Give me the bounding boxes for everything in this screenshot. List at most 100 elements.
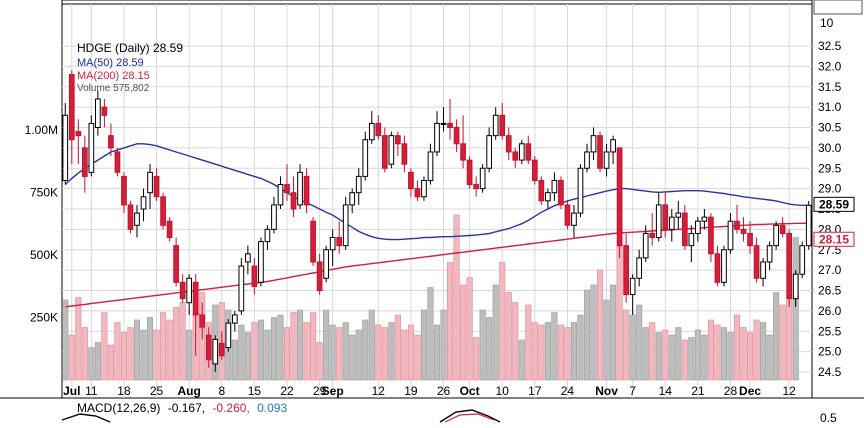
candle-body — [277, 184, 284, 206]
candle — [623, 233, 629, 303]
x-tick-label: Sep — [322, 384, 344, 398]
candle — [681, 204, 688, 250]
candle — [616, 147, 623, 258]
volume-bar — [166, 319, 173, 381]
candle-body — [127, 204, 134, 230]
candle — [518, 139, 525, 165]
candle — [466, 156, 473, 189]
volume-bar — [147, 317, 154, 381]
candle — [564, 200, 571, 230]
candle-body — [179, 281, 186, 300]
candle — [108, 123, 114, 157]
candle-body — [336, 237, 343, 247]
candle-body — [408, 171, 414, 190]
volume-bar — [792, 237, 799, 381]
volume-bar — [388, 322, 395, 381]
candle-body — [518, 143, 525, 161]
candle-body — [414, 188, 421, 198]
candle — [668, 209, 675, 242]
candle-body — [166, 220, 173, 239]
candle — [505, 127, 512, 161]
candle — [258, 237, 264, 287]
candle — [779, 217, 786, 238]
volume-bar — [153, 329, 160, 381]
candle — [662, 192, 669, 238]
volume-value-label: 575802 — [820, 0, 857, 3]
volume-tick-label: 250K — [30, 311, 58, 325]
candle — [140, 188, 147, 222]
candle-body — [395, 135, 401, 145]
candlesticks — [62, 70, 812, 372]
volume-bar — [323, 309, 330, 381]
candle-body — [597, 135, 603, 169]
candle — [121, 172, 127, 214]
volume-bar — [544, 322, 551, 381]
x-tick-label: 29 — [313, 384, 327, 398]
candle-body — [701, 216, 708, 222]
candle — [316, 253, 323, 295]
candle-body — [284, 184, 290, 194]
candle — [225, 319, 232, 352]
candle — [649, 213, 656, 246]
candle — [81, 135, 88, 193]
candle — [401, 135, 408, 173]
candle — [447, 98, 453, 140]
candle — [525, 135, 532, 165]
candle-body — [134, 212, 140, 226]
volume-bar — [655, 332, 662, 381]
volume-bar — [114, 322, 121, 381]
candle-body — [231, 314, 238, 324]
volume-bar — [629, 314, 636, 381]
price-tick-label: 31.0 — [818, 100, 842, 114]
candle-body — [642, 232, 649, 259]
candle — [427, 143, 434, 185]
candle-body — [499, 114, 506, 137]
x-tick-label: 18 — [117, 384, 131, 398]
volume-bar — [662, 329, 669, 381]
candle — [714, 245, 721, 287]
x-tick-label: 14 — [659, 384, 673, 398]
volume-bar — [101, 312, 108, 381]
candle-body — [381, 135, 388, 169]
candle-body — [218, 342, 225, 357]
candle — [551, 172, 558, 201]
volume-bar — [88, 347, 95, 381]
volume-bar — [720, 327, 727, 381]
volume-bar — [649, 322, 656, 381]
candle-body — [88, 122, 95, 173]
candle — [597, 131, 603, 173]
candle — [421, 176, 427, 201]
candle — [538, 176, 545, 205]
candle-body — [571, 212, 577, 226]
candle — [342, 196, 349, 250]
volume-bar — [81, 327, 88, 381]
candle-body — [153, 175, 160, 198]
candle — [453, 119, 460, 152]
volume-bar — [623, 309, 630, 381]
candle — [303, 168, 310, 214]
candle — [166, 217, 173, 242]
ma200-value-label: 28.15 — [819, 232, 849, 246]
candle — [590, 127, 597, 161]
candle-body — [492, 114, 499, 137]
candle-body — [629, 277, 636, 296]
candle — [584, 143, 590, 173]
volume-bar — [316, 342, 323, 381]
macd-value-1: -0.167, — [168, 401, 205, 415]
candle — [675, 200, 682, 230]
price-tick-label: 29.5 — [818, 161, 842, 175]
candle-body — [486, 135, 493, 169]
candle-body — [616, 147, 623, 247]
candle-body — [747, 232, 753, 247]
price-tick-label: 30.5 — [818, 121, 842, 135]
volume-bar — [668, 334, 675, 381]
candle — [192, 274, 199, 356]
candle — [408, 168, 414, 197]
volume-bar — [675, 327, 682, 381]
volume-bar — [362, 319, 369, 381]
candle — [375, 115, 382, 140]
volume-bar — [420, 309, 427, 381]
candle — [179, 274, 186, 303]
candle-body — [75, 131, 82, 137]
